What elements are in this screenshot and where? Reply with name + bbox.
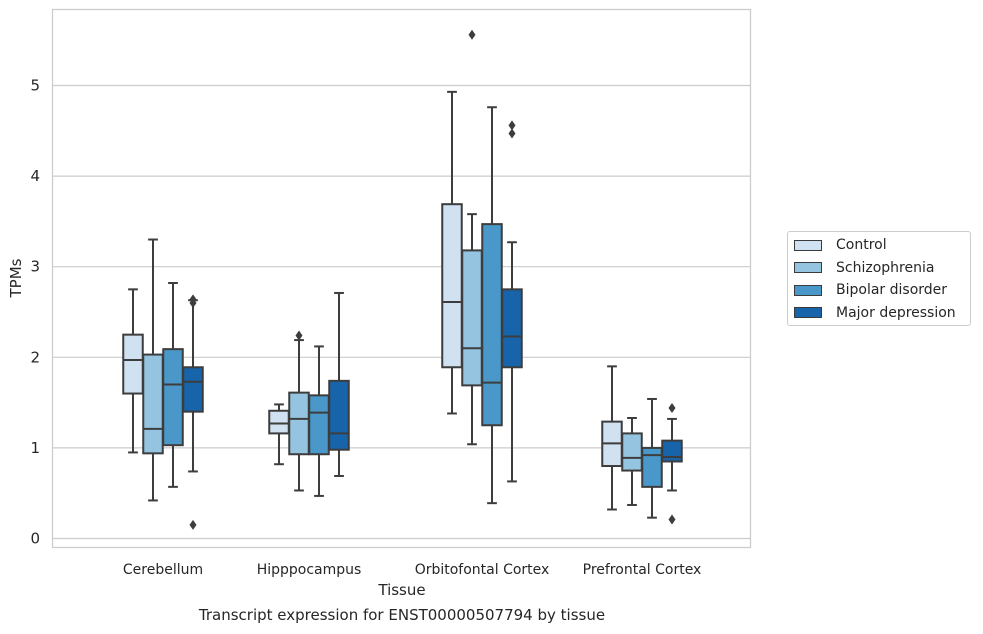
box-0-3 [601,365,623,511]
iqr-box [162,348,184,447]
legend-swatch [794,262,822,273]
box-2-2 [481,106,503,505]
y-tick-label-0: 0 [30,530,40,548]
legend-swatch [794,284,822,296]
box-3-2 [501,120,523,483]
box-2-1 [308,345,330,497]
outlier-point-0 [295,330,303,341]
iqr-box [501,288,523,369]
y-tick-label-1: 1 [30,439,40,457]
box-0-0 [122,288,144,454]
legend-label: Bipolar disorder [836,282,948,298]
x-tick-label-3: Prefrontal Cortex [583,562,702,578]
box-layer [122,29,683,530]
legend-label: Control [836,237,887,253]
box-1-2 [461,29,483,446]
legend-item-0: Control [794,235,887,255]
legend-label: Schizophrenia [836,259,935,276]
outlier-point-0 [668,514,676,525]
outlier-point-0 [189,519,197,530]
chart-title: Transcript expression for ENST0000050779… [198,606,606,624]
y-tick-label-2: 2 [30,348,40,366]
outlier-point-1 [508,120,516,131]
x-tick-label-1: Hipppocampus [257,562,362,578]
box-1-1 [288,330,310,492]
legend-item-2: Bipolar disorder [794,280,947,300]
outlier-point-2 [189,294,197,305]
iqr-box [142,353,164,455]
box-3-3 [661,403,683,525]
legend: Control Schizophrenia Bipolar disorder Majo… [787,231,971,326]
y-tick-label-4: 4 [30,167,40,185]
box-2-3 [641,397,663,519]
iqr-box [481,223,503,427]
iqr-box [308,394,330,456]
x-tick-label-0: Cerebellum [123,562,203,578]
legend-swatch [794,307,822,318]
legend-item-3: Major depression [794,303,956,323]
outlier-point-1 [668,403,676,414]
x-tick-label-2: Orbitofontal Cortex [415,562,550,578]
box-0-2 [441,90,463,415]
legend-swatch [794,239,822,251]
iqr-box [268,409,290,435]
outlier-point-0 [508,128,516,139]
iqr-box [641,446,663,488]
box-2-0 [162,282,184,488]
y-axis-label: TPMs [7,258,25,298]
iqr-box [621,432,643,472]
box-0-1 [268,403,290,466]
box-3-0 [182,294,204,530]
iqr-box [288,391,310,456]
iqr-box [441,203,463,369]
box-1-3 [621,417,643,506]
iqr-box [661,439,683,463]
x-axis-label: Tissue [377,581,425,599]
y-tick-label-5: 5 [30,77,40,95]
legend-label: Major depression [836,304,956,321]
x-tick-labels: Cerebellum Hipppocampus Orbitofontal Corte… [123,562,701,578]
legend-item-1: Schizophrenia [794,258,934,278]
iqr-box [122,333,144,395]
box-3-1 [328,291,350,477]
iqr-box [461,249,483,387]
iqr-box [328,379,350,451]
box-1-0 [142,238,164,502]
y-tick-labels: 0 1 2 3 4 5 [30,77,40,548]
plot-frame [51,8,752,549]
outlier-point-0 [468,29,476,40]
iqr-box [182,366,204,413]
y-tick-label-3: 3 [30,258,40,276]
